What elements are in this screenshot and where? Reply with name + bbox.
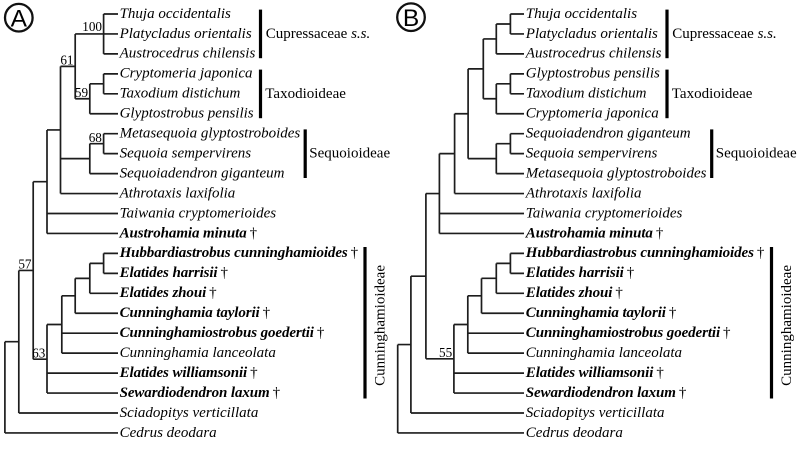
svg-text:Austrocedrus chilensis: Austrocedrus chilensis — [525, 46, 662, 62]
svg-text:Cunninghamia lanceolata: Cunninghamia lanceolata — [120, 345, 276, 361]
svg-text:Athrotaxis laxifolia: Athrotaxis laxifolia — [119, 185, 236, 201]
svg-text:Sequoioideae: Sequoioideae — [716, 146, 797, 162]
svg-text:Elatides zhoui†: Elatides zhoui † — [119, 285, 218, 301]
svg-text:55: 55 — [439, 345, 453, 360]
svg-text:Sequoia sempervirens: Sequoia sempervirens — [526, 145, 658, 161]
svg-text:Cunninghamioideae: Cunninghamioideae — [373, 265, 389, 386]
svg-text:Sequoioideae: Sequoioideae — [309, 146, 390, 162]
svg-text:Cunninghamiostrobus goedertii†: Cunninghamiostrobus goedertii † — [526, 325, 731, 341]
svg-text:Sequoiadendron giganteum: Sequoiadendron giganteum — [526, 126, 691, 142]
svg-text:Cedrus deodara: Cedrus deodara — [120, 425, 217, 441]
svg-text:Austrohamia minuta†: Austrohamia minuta † — [119, 225, 258, 241]
svg-text:Sewardiodendron laxum†: Sewardiodendron laxum † — [120, 385, 281, 401]
svg-text:Taxodioideae: Taxodioideae — [265, 86, 346, 102]
svg-text:Taxodium distichum: Taxodium distichum — [120, 86, 241, 102]
svg-text:100: 100 — [82, 19, 102, 34]
svg-text:Hubbardiastrobus cunninghamioi: Hubbardiastrobus cunninghamioides † — [525, 245, 765, 261]
svg-text:Glyptostrobus pensilis: Glyptostrobus pensilis — [120, 106, 254, 122]
svg-text:A: A — [11, 5, 28, 32]
svg-text:68: 68 — [89, 130, 103, 145]
svg-text:Hubbardiastrobus cunninghamioi: Hubbardiastrobus cunninghamioides † — [119, 245, 359, 261]
svg-text:Cedrus deodara: Cedrus deodara — [526, 425, 623, 441]
svg-text:Taiwania cryptomerioides: Taiwania cryptomerioides — [526, 205, 683, 221]
svg-text:Cryptomeria japonica: Cryptomeria japonica — [526, 106, 659, 122]
svg-text:Glyptostrobus pensilis: Glyptostrobus pensilis — [526, 66, 660, 82]
svg-text:Cupressaceae s.s.: Cupressaceae s.s. — [266, 26, 371, 42]
svg-text:Athrotaxis laxifolia: Athrotaxis laxifolia — [525, 185, 642, 201]
svg-text:Metasequoia glyptostroboides: Metasequoia glyptostroboides — [525, 165, 707, 181]
svg-text:Elatides williamsonii†: Elatides williamsonii † — [525, 365, 665, 381]
svg-text:Cunninghamia taylorii†: Cunninghamia taylorii † — [526, 305, 677, 321]
svg-text:Cunninghamioideae: Cunninghamioideae — [779, 265, 795, 386]
svg-text:Taxodium distichum: Taxodium distichum — [526, 86, 647, 102]
svg-text:Elatides williamsonii†: Elatides williamsonii † — [119, 365, 259, 381]
svg-text:Austrocedrus chilensis: Austrocedrus chilensis — [119, 46, 256, 62]
svg-text:Elatides zhoui†: Elatides zhoui † — [525, 285, 624, 301]
svg-text:Sciadopitys verticillata: Sciadopitys verticillata — [120, 405, 259, 421]
svg-text:Sewardiodendron laxum†: Sewardiodendron laxum † — [526, 385, 687, 401]
svg-text:Cupressaceae s.s.: Cupressaceae s.s. — [672, 26, 777, 42]
svg-text:57: 57 — [18, 257, 32, 272]
svg-text:Thuja occidentalis: Thuja occidentalis — [120, 6, 231, 22]
svg-text:Elatides harrisii†: Elatides harrisii † — [525, 265, 635, 281]
svg-text:Platycladus orientalis: Platycladus orientalis — [119, 26, 252, 42]
svg-text:Metasequoia glyptostroboides: Metasequoia glyptostroboides — [119, 126, 301, 142]
svg-text:Austrohamia minuta†: Austrohamia minuta † — [525, 225, 664, 241]
svg-text:Taxodioideae: Taxodioideae — [672, 86, 753, 102]
svg-text:Sequoia sempervirens: Sequoia sempervirens — [120, 145, 252, 161]
svg-text:Cunninghamia taylorii†: Cunninghamia taylorii † — [120, 305, 271, 321]
svg-text:Cunninghamia lanceolata: Cunninghamia lanceolata — [526, 345, 682, 361]
svg-text:B: B — [403, 5, 419, 32]
svg-text:Elatides harrisii†: Elatides harrisii † — [119, 265, 229, 281]
svg-text:61: 61 — [60, 53, 73, 68]
svg-text:Platycladus orientalis: Platycladus orientalis — [525, 26, 658, 42]
svg-text:Cunninghamiostrobus goedertii†: Cunninghamiostrobus goedertii † — [120, 325, 325, 341]
svg-text:Taiwania cryptomerioides: Taiwania cryptomerioides — [120, 205, 277, 221]
svg-text:Sequoiadendron giganteum: Sequoiadendron giganteum — [120, 165, 285, 181]
svg-text:Sciadopitys verticillata: Sciadopitys verticillata — [526, 405, 665, 421]
svg-text:59: 59 — [75, 85, 89, 100]
svg-text:Thuja occidentalis: Thuja occidentalis — [526, 6, 637, 22]
svg-text:63: 63 — [32, 345, 46, 360]
svg-text:Cryptomeria japonica: Cryptomeria japonica — [120, 66, 253, 82]
